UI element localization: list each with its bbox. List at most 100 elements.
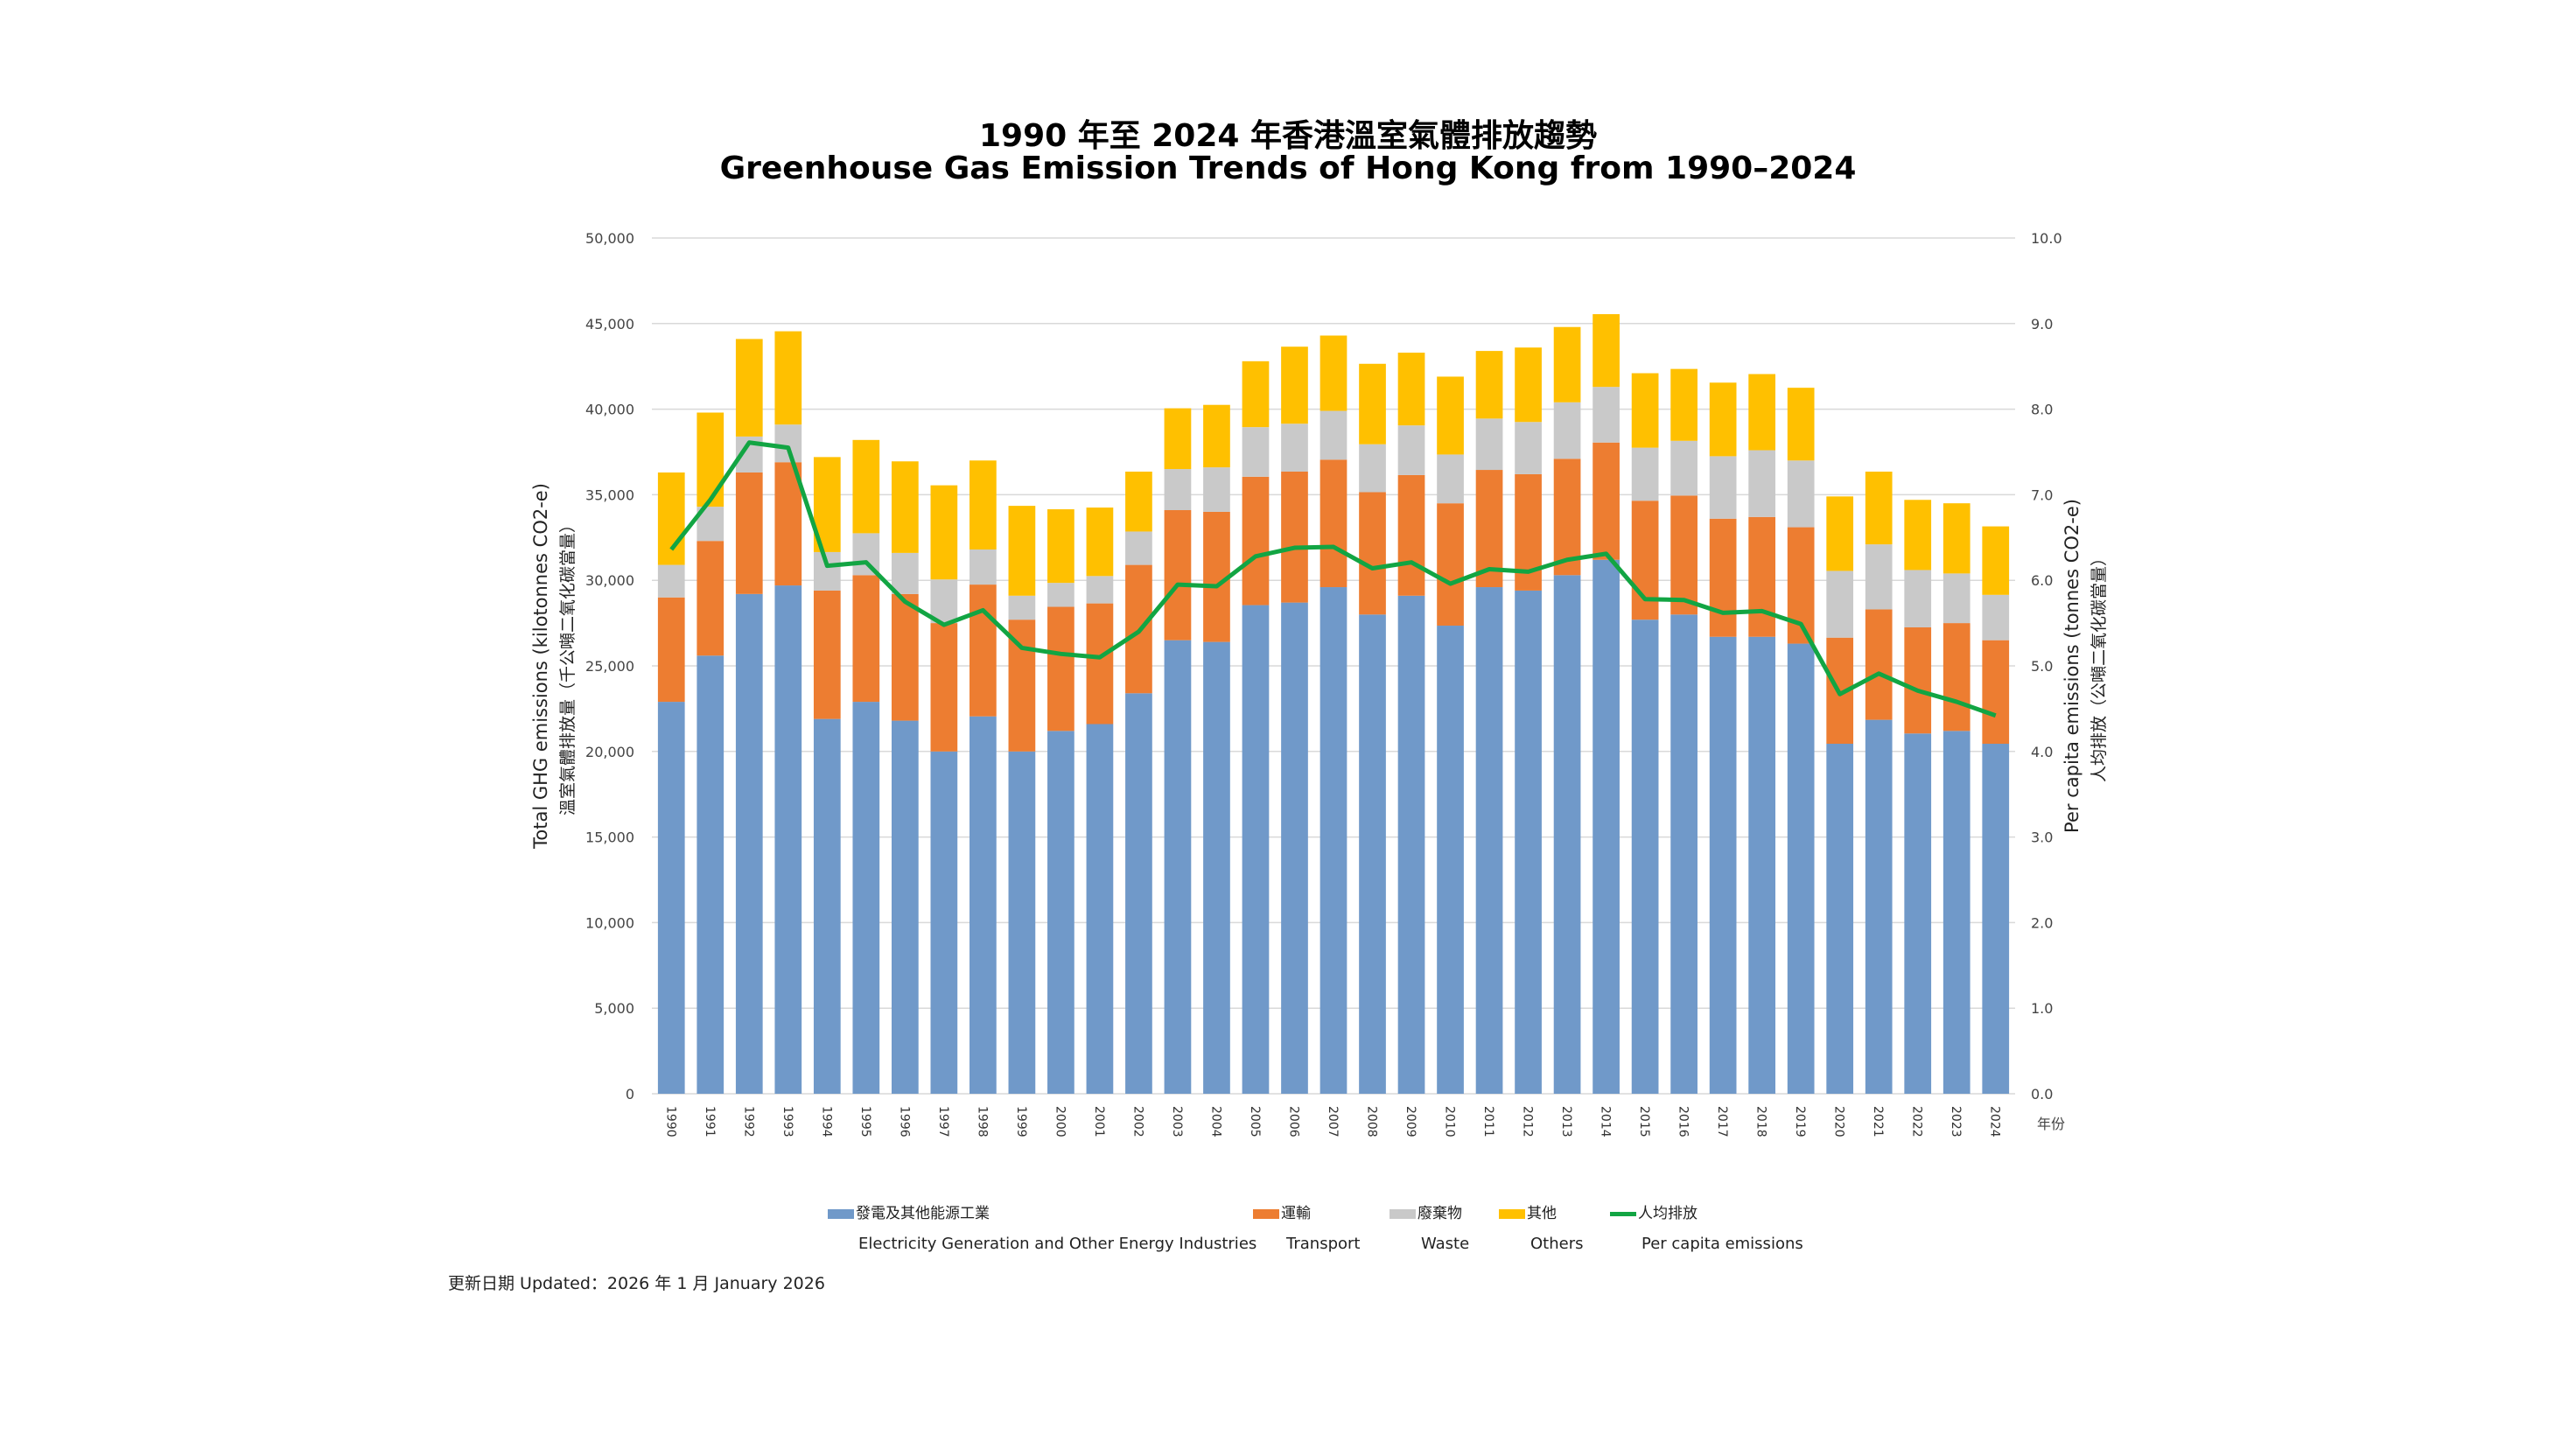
bar-waste <box>1553 402 1581 459</box>
y2-tick-label: 0.0 <box>2031 1086 2053 1102</box>
bar-others <box>696 412 724 508</box>
bar-waste <box>891 552 919 594</box>
bar-electricity <box>1281 602 1308 1094</box>
bar-transport <box>852 575 880 703</box>
x-tick-label: 2020 <box>1832 1106 1846 1138</box>
x-tick-label: 2005 <box>1248 1106 1262 1138</box>
legend-label-en: Per capita emissions <box>1642 1235 1803 1253</box>
legend-label-zh: 廢棄物 <box>1418 1205 1462 1222</box>
x-tick-label: 2000 <box>1053 1106 1067 1138</box>
legend-label-en: Electricity Generation and Other Energy … <box>858 1235 1257 1253</box>
y2-tick-label: 4.0 <box>2031 744 2053 760</box>
bar-electricity <box>1942 731 1970 1094</box>
legend-swatch-waste <box>1390 1208 1416 1219</box>
bar-electricity <box>970 716 997 1094</box>
bar-waste <box>657 564 685 598</box>
bar-waste <box>1203 467 1230 512</box>
y2-axis-title-zh: 人均排放（公噸二氧化碳當量） <box>2090 550 2109 782</box>
y-tick-label: 15,000 <box>585 830 634 846</box>
bar-waste <box>1475 418 1503 471</box>
y-axis-title: Total GHG emissions (kilotonnes CO2-e) <box>530 483 551 850</box>
x-tick-label: 2001 <box>1092 1106 1106 1138</box>
bar-waste <box>1942 573 1970 624</box>
bar-waste <box>1670 440 1698 496</box>
bar-transport <box>1397 474 1425 596</box>
x-tick-label: 1990 <box>663 1106 677 1138</box>
bar-others <box>774 331 802 425</box>
bar-transport <box>1865 609 1893 720</box>
legend-swatch-electricity <box>828 1208 854 1219</box>
legend-swatch-transport <box>1253 1208 1279 1219</box>
bar-transport <box>1748 516 1776 637</box>
x-tick-label: 1998 <box>975 1106 989 1138</box>
x-tick-label: 2009 <box>1404 1106 1418 1138</box>
bar-electricity <box>1515 590 1542 1094</box>
bar-others <box>735 339 763 437</box>
bar-transport <box>1320 459 1348 588</box>
legend-others: 其他 Others <box>1499 1200 1584 1253</box>
bar-others <box>1748 374 1776 451</box>
bar-others <box>1670 368 1698 441</box>
bar-others <box>1592 314 1620 388</box>
bar-transport <box>813 590 841 719</box>
x-tick-label: 1993 <box>780 1106 794 1138</box>
bar-transport <box>1553 458 1581 576</box>
legend-electricity: 發電及其他能源工業 Electricity Generation and Oth… <box>828 1200 1256 1253</box>
bar-waste <box>1008 595 1036 620</box>
bar-others <box>852 439 880 534</box>
x-tick-label: 1994 <box>819 1106 833 1138</box>
updated-date: 更新日期 Updated：2026 年 1 月 January 2026 <box>448 1274 825 1293</box>
bar-electricity <box>1553 575 1581 1094</box>
legend-swatch-others <box>1499 1208 1525 1219</box>
bar-waste <box>1709 456 1737 519</box>
bar-transport <box>696 541 724 656</box>
x-tick-label: 1995 <box>858 1106 872 1138</box>
bar-transport <box>1164 510 1192 640</box>
legend-label-zh: 人均排放 <box>1638 1205 1698 1222</box>
bar-others <box>1047 509 1074 584</box>
y2-tick-label: 2.0 <box>2031 914 2053 931</box>
bar-waste <box>852 533 880 576</box>
x-tick-label: 2003 <box>1170 1106 1184 1138</box>
bar-waste <box>1904 570 1932 627</box>
bar-electricity <box>1670 614 1698 1094</box>
bar-transport <box>1982 640 2010 744</box>
bar-electricity <box>1164 640 1192 1094</box>
y2-tick-label: 8.0 <box>2031 402 2053 418</box>
bar-electricity <box>1904 733 1932 1094</box>
bar-others <box>1125 471 1152 532</box>
bar-waste <box>1826 570 1854 638</box>
bar-others <box>1709 382 1737 457</box>
y-tick-label: 10,000 <box>585 914 634 931</box>
bar-electricity <box>1748 636 1776 1094</box>
bar-electricity <box>1203 641 1230 1094</box>
legend-transport: 運輸 Transport <box>1253 1200 1360 1253</box>
x-tick-label: 1999 <box>1014 1106 1028 1138</box>
legend-label-en: Others <box>1530 1235 1584 1253</box>
x-tick-label: 2011 <box>1481 1106 1495 1138</box>
bar-others <box>1397 353 1425 426</box>
legend-label-zh: 其他 <box>1527 1205 1557 1222</box>
bar-others <box>1826 496 1854 571</box>
bar-waste <box>1865 544 1893 610</box>
bar-electricity <box>1475 587 1503 1094</box>
bar-electricity <box>1086 724 1114 1094</box>
x-tick-label: 2024 <box>1988 1106 2002 1138</box>
y-tick-label: 25,000 <box>585 658 634 675</box>
y2-tick-label: 9.0 <box>2031 316 2053 332</box>
bar-transport <box>1281 471 1308 603</box>
bar-electricity <box>1359 614 1386 1094</box>
bar-waste <box>813 551 841 591</box>
bar-waste <box>1982 594 2010 640</box>
x-tick-label: 2018 <box>1754 1106 1768 1138</box>
bar-others <box>1086 508 1114 577</box>
bar-others <box>1787 388 1815 461</box>
bar-waste <box>1592 387 1620 443</box>
bar-others <box>1982 526 2010 595</box>
bar-electricity <box>1047 731 1074 1094</box>
legend-per-capita: 人均排放 Per capita emissions <box>1610 1200 1803 1253</box>
bar-others <box>1203 404 1230 468</box>
legend-label-zh: 運輸 <box>1281 1205 1311 1222</box>
x-tick-label: 1992 <box>741 1106 755 1138</box>
